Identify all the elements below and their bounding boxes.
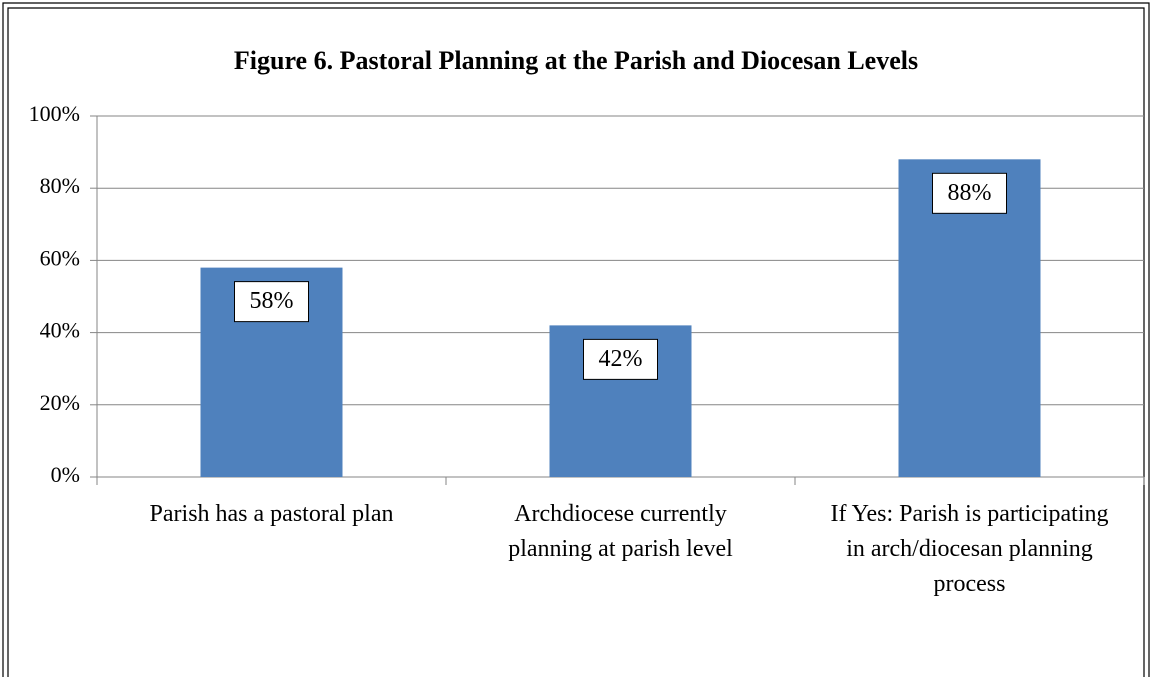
x-tick-label: If Yes: Parish is participating in arch/…: [830, 501, 1109, 597]
y-tick-label: 0%: [51, 462, 80, 487]
x-tick-label: Parish has a pastoral plan: [149, 501, 394, 527]
data-label-box: [583, 338, 658, 380]
y-tick-label: 100%: [29, 101, 80, 126]
frame-inner: [7, 7, 1145, 677]
data-label: 58%: [250, 288, 294, 314]
y-tick-label: 60%: [40, 245, 80, 270]
data-label: 88%: [948, 180, 992, 206]
data-label-box: [234, 281, 309, 323]
y-tick-label: 80%: [40, 173, 80, 198]
data-label-box: [932, 172, 1007, 214]
chart-title: Figure 6. Pastoral Planning at the Paris…: [234, 46, 918, 75]
data-label: 42%: [599, 346, 643, 372]
y-tick-label: 40%: [40, 318, 80, 343]
y-tick-label: 20%: [40, 390, 80, 415]
x-tick-label: Archdiocese currently planning at parish…: [508, 501, 733, 562]
